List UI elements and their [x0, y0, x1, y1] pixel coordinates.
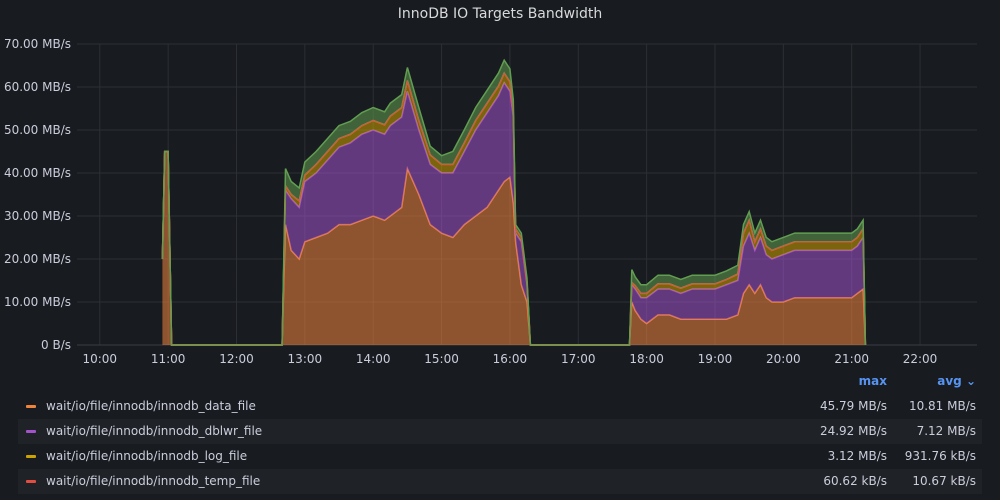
chart-plot[interactable]: 0 B/s 10.00 MB/s 20.00 MB/s 30.00 MB/s 40.00…: [0, 0, 1000, 365]
legend-avg-value: 7.12 MB/s: [916, 424, 976, 438]
legend-row[interactable]: wait/io/file/innodb/innodb_dblwr_file 24.…: [18, 419, 982, 444]
legend-row[interactable]: wait/io/file/innodb/innodb_temp_file 60.6…: [18, 469, 982, 494]
x-tick-label: 21:00: [834, 352, 869, 365]
y-tick-label: 50.00 MB/s: [4, 123, 71, 137]
x-tick-label: 13:00: [288, 352, 323, 365]
legend-swatch: [26, 430, 36, 433]
x-tick-label: 15:00: [424, 352, 459, 365]
x-tick-label: 11:00: [151, 352, 186, 365]
legend-max-header[interactable]: max: [858, 374, 887, 388]
series-line-4: [161, 58, 867, 346]
legend-max-value: 24.92 MB/s: [819, 424, 887, 438]
y-tick-label: 10.00 MB/s: [4, 295, 71, 309]
legend-avg-value: 931.76 kB/s: [904, 449, 976, 463]
y-tick-label: 40.00 MB/s: [4, 166, 71, 180]
y-tick-label: 60.00 MB/s: [4, 80, 71, 94]
legend-rows: wait/io/file/innodb/innodb_data_file 45.7…: [18, 394, 982, 494]
legend-row[interactable]: wait/io/file/innodb/innodb_data_file 45.7…: [18, 394, 982, 419]
legend-max-value: 60.62 kB/s: [823, 474, 887, 488]
legend-swatch: [26, 480, 36, 483]
legend-row[interactable]: wait/io/file/innodb/innodb_log_file 3.12 …: [18, 444, 982, 469]
x-tick-label: 19:00: [698, 352, 733, 365]
y-tick-label: 20.00 MB/s: [4, 252, 71, 266]
x-tick-label: 10:00: [82, 352, 117, 365]
series-area-2: [162, 73, 866, 345]
legend-avg-value: 10.81 MB/s: [908, 399, 976, 413]
chart-title: InnoDB IO Targets Bandwidth: [397, 6, 603, 22]
y-axis-ticks: 0 B/s 10.00 MB/s 20.00 MB/s 30.00 MB/s 40.00…: [4, 37, 71, 352]
legend-max-value: 3.12 MB/s: [827, 449, 887, 463]
y-tick-label: 70.00 MB/s: [4, 37, 71, 51]
legend-header: max avg ⌄: [18, 370, 982, 394]
x-tick-label: 16:00: [493, 352, 528, 365]
legend-series-name[interactable]: wait/io/file/innodb/innodb_temp_file: [46, 474, 261, 488]
legend-swatch: [26, 455, 36, 458]
x-tick-label: 12:00: [219, 352, 254, 365]
legend-avg-header[interactable]: avg ⌄: [937, 374, 976, 388]
legend-series-name[interactable]: wait/io/file/innodb/innodb_log_file: [46, 449, 248, 463]
legend-series-name[interactable]: wait/io/file/innodb/innodb_dblwr_file: [46, 424, 263, 438]
x-tick-label: 20:00: [766, 352, 801, 365]
x-tick-label: 18:00: [629, 352, 664, 365]
x-tick-label: 17:00: [561, 352, 596, 365]
legend-swatch: [26, 405, 36, 408]
legend-max-value: 45.79 MB/s: [819, 399, 887, 413]
x-axis-ticks: 10:00 11:00 12:00 13:00 14:00 15:00 16:00 17:00…: [82, 352, 937, 365]
series-layer: [161, 58, 867, 346]
legend-avg-value: 10.67 kB/s: [912, 474, 976, 488]
legend: max avg ⌄ wait/io/file/innodb/innodb_dat…: [18, 370, 982, 494]
series-area-0: [162, 151, 866, 345]
y-tick-label: 0 B/s: [41, 338, 71, 352]
y-tick-label: 30.00 MB/s: [4, 209, 71, 223]
series-area-4: [162, 60, 866, 345]
x-tick-label: 14:00: [356, 352, 391, 365]
legend-series-name[interactable]: wait/io/file/innodb/innodb_data_file: [46, 399, 256, 413]
x-tick-label: 22:00: [903, 352, 938, 365]
